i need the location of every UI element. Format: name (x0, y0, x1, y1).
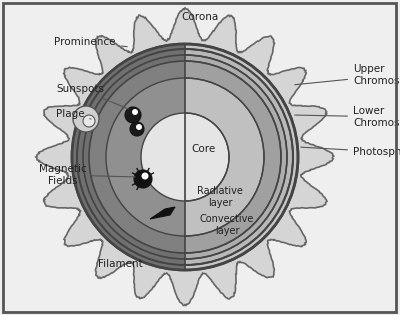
Circle shape (142, 173, 148, 180)
Circle shape (89, 61, 281, 253)
Text: Filament: Filament (98, 259, 142, 269)
Wedge shape (106, 78, 185, 236)
Text: Radiative
layer: Radiative layer (197, 186, 243, 208)
Wedge shape (89, 61, 185, 253)
Wedge shape (72, 44, 185, 270)
Text: Photosphere: Photosphere (301, 147, 400, 157)
Circle shape (83, 55, 287, 259)
Circle shape (132, 109, 138, 115)
Circle shape (73, 106, 99, 132)
Circle shape (130, 122, 144, 136)
Text: Sunspots: Sunspots (56, 84, 128, 109)
Text: Convective
layer: Convective layer (200, 214, 254, 236)
Text: Plage: Plage (56, 109, 91, 119)
Text: Magnetic
Fields: Magnetic Fields (39, 164, 135, 186)
Polygon shape (36, 8, 334, 306)
Circle shape (106, 78, 264, 236)
Wedge shape (141, 113, 185, 201)
Text: Upper
Chromosphere: Upper Chromosphere (295, 64, 400, 86)
Text: Prominence: Prominence (54, 37, 127, 47)
Circle shape (136, 124, 142, 130)
Circle shape (134, 170, 152, 188)
Circle shape (77, 49, 293, 265)
Text: Lower
Chromosphere: Lower Chromosphere (295, 106, 400, 128)
Circle shape (83, 115, 95, 127)
Text: Core: Core (191, 144, 215, 154)
Circle shape (125, 107, 141, 123)
Circle shape (72, 44, 298, 270)
Text: Corona: Corona (181, 12, 219, 22)
Circle shape (141, 113, 229, 201)
Polygon shape (150, 207, 175, 219)
